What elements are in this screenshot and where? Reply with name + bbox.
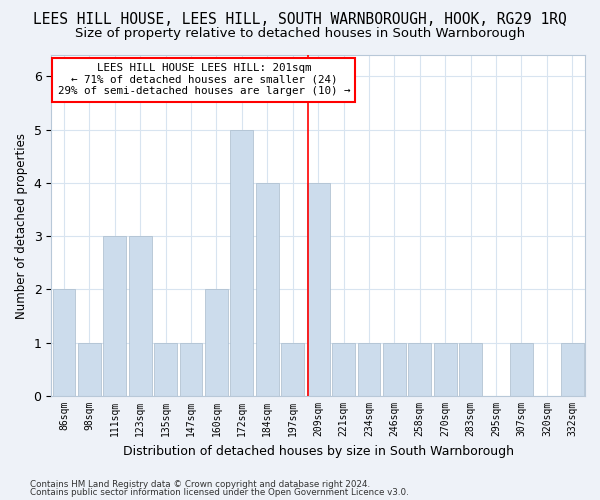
Bar (103, 236, 126, 396)
Bar (332, 343, 355, 396)
Text: Size of property relative to detached houses in South Warnborough: Size of property relative to detached ho… (75, 28, 525, 40)
Bar (434, 343, 457, 396)
Bar (179, 343, 202, 396)
Bar (256, 183, 279, 396)
Bar (230, 130, 253, 396)
Bar (459, 343, 482, 396)
X-axis label: Distribution of detached houses by size in South Warnborough: Distribution of detached houses by size … (122, 444, 514, 458)
Text: LEES HILL HOUSE, LEES HILL, SOUTH WARNBOROUGH, HOOK, RG29 1RQ: LEES HILL HOUSE, LEES HILL, SOUTH WARNBO… (33, 12, 567, 28)
Text: Contains HM Land Registry data © Crown copyright and database right 2024.: Contains HM Land Registry data © Crown c… (30, 480, 370, 489)
Bar (281, 343, 304, 396)
Bar (307, 183, 329, 396)
Bar (383, 343, 406, 396)
Y-axis label: Number of detached properties: Number of detached properties (15, 132, 28, 318)
Bar (154, 343, 177, 396)
Bar (358, 343, 380, 396)
Text: LEES HILL HOUSE LEES HILL: 201sqm
← 71% of detached houses are smaller (24)
29% : LEES HILL HOUSE LEES HILL: 201sqm ← 71% … (58, 63, 350, 96)
Bar (129, 236, 152, 396)
Bar (78, 343, 101, 396)
Bar (510, 343, 533, 396)
Bar (409, 343, 431, 396)
Bar (53, 290, 76, 396)
Bar (561, 343, 584, 396)
Text: Contains public sector information licensed under the Open Government Licence v3: Contains public sector information licen… (30, 488, 409, 497)
Bar (205, 290, 228, 396)
